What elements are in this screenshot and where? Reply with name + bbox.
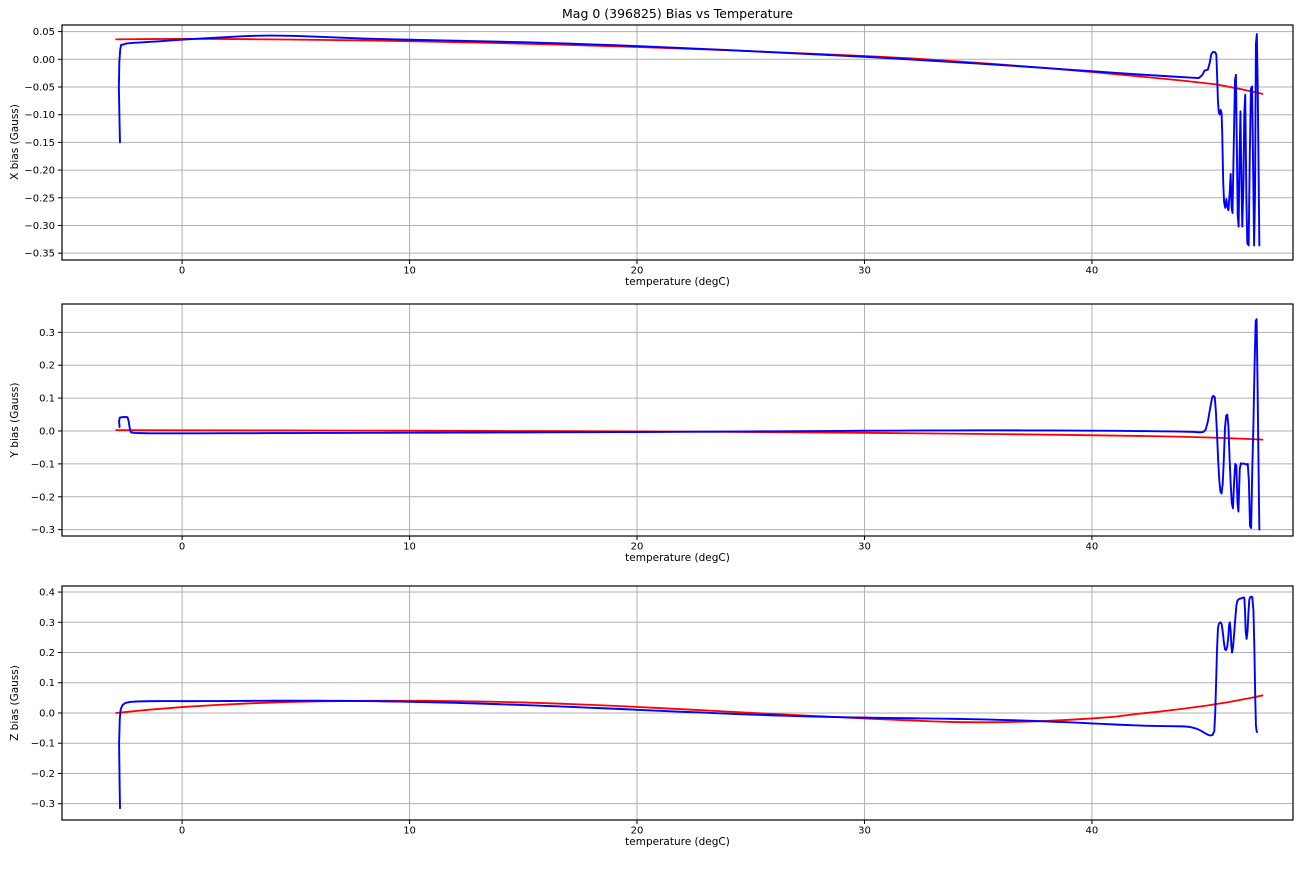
y-tick-label: 0.0 [39,426,55,437]
y-tick-label: −0.10 [24,110,55,121]
x-tick-label: 20 [631,265,644,276]
figure-title: Mag 0 (396825) Bias vs Temperature [562,6,793,21]
y-axis-label-y-bias: Y bias (Gauss) [9,382,21,458]
y-tick-label: −0.05 [24,82,55,93]
y-tick-label: −0.1 [31,459,55,470]
x-axis-label-z-bias: temperature (degC) [625,836,730,848]
y-tick-label: 0.4 [39,588,55,599]
x-tick-label: 20 [631,825,644,836]
subplot-z-bias: 0 10 20 30 40 0.4 0.3 0.2 0.1 0.0 −0.1 −0.2 −0.3 [31,585,1294,836]
x-axis-label-y-bias: temperature (degC) [625,552,730,564]
subplot-y-bias: 0 10 20 30 40 0.3 0.2 0.1 0.0 −0.1 −0.2 −0.3 [31,303,1294,552]
data-line-z-bias [118,595,1259,810]
fit-line-z-bias [115,694,1264,724]
x-tick-label: 40 [1086,541,1099,552]
x-tick-label: 30 [858,825,871,836]
y-tick-label: 0.3 [39,618,55,629]
plot-border [61,303,1294,537]
y-tick-label: 0.0 [39,708,55,719]
y-tick-label: 0.1 [39,394,55,405]
y-tick-label: −0.3 [31,799,55,810]
x-tick-label: 40 [1086,825,1099,836]
y-tick-label: 0.05 [33,27,55,38]
y-tick-label: 0.2 [39,648,55,659]
plot-border [61,585,1294,821]
x-tick-label: 30 [858,265,871,276]
x-tick-label: 10 [403,541,416,552]
y-tick-label: −0.15 [24,138,55,149]
y-tick-label: −0.1 [31,739,55,750]
y-axis-label-z-bias: Z bias (Gauss) [9,665,21,741]
y-tick-label: −0.30 [24,221,55,232]
data-line-y-bias [118,318,1261,531]
x-tick-label: 0 [179,265,185,276]
x-tick-label: 40 [1086,265,1099,276]
y-tick-label: 0.3 [39,328,55,339]
y-tick-label: −0.2 [31,769,55,780]
x-tick-label: 0 [179,541,185,552]
x-tick-label: 10 [403,825,416,836]
y-tick-label: 0.1 [39,678,55,689]
x-tick-label: 10 [403,265,416,276]
y-tick-label: −0.20 [24,166,55,177]
y-tick-label: 0.2 [39,361,55,372]
y-tick-label: 0.00 [33,55,55,66]
y-tick-label: −0.25 [24,193,55,204]
y-axis-label-x-bias: X bias (Gauss) [9,104,21,180]
x-tick-label: 30 [858,541,871,552]
subplot-x-bias: 0 10 20 30 40 0.05 0.00 −0.05 −0.10 −0.15 −0.20 −0.… [24,24,1294,276]
data-line-x-bias [117,33,1261,247]
y-tick-label: −0.35 [24,249,55,260]
y-tick-label: −0.3 [31,525,55,536]
fit-line-x-bias [115,38,1264,95]
x-tick-label: 0 [179,825,185,836]
fit-line-y-bias [115,429,1264,441]
x-tick-label: 20 [631,541,644,552]
y-tick-label: −0.2 [31,492,55,503]
x-axis-label-x-bias: temperature (degC) [625,276,730,288]
